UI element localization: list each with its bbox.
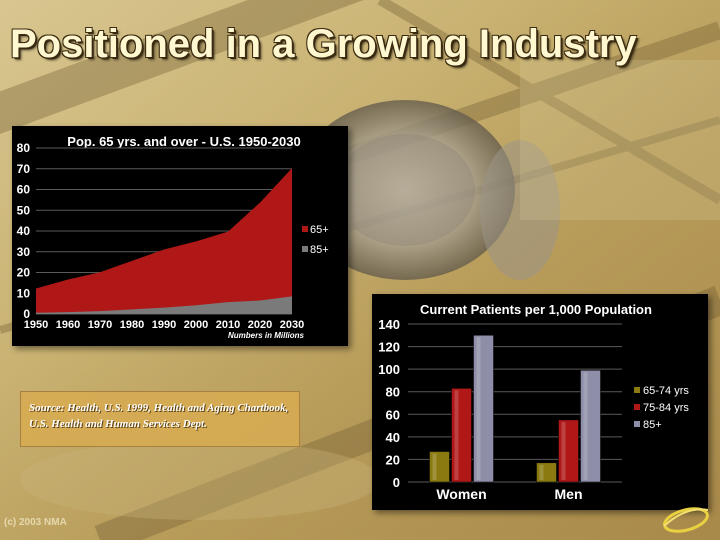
chart-title: Current Patients per 1,000 Population	[420, 302, 652, 317]
legend-label: 65+	[310, 224, 329, 236]
x-tick-label: 2030	[280, 319, 304, 331]
y-tick-label: 0	[393, 475, 400, 490]
x-tick-label: 1950	[24, 319, 48, 331]
y-tick-label: 40	[386, 430, 400, 445]
bar-men-1	[558, 419, 579, 483]
bar-women-2	[473, 335, 494, 483]
legend-swatch	[634, 387, 640, 393]
bar-women-0	[429, 451, 450, 483]
area-series-65plus	[36, 168, 292, 314]
y-tick-label: 80	[386, 385, 400, 400]
bar-women-1	[451, 388, 472, 483]
x-axis-label: Numbers in Millions	[228, 331, 305, 340]
legend-swatch	[302, 246, 308, 252]
y-tick-label: 70	[17, 162, 31, 176]
y-tick-label: 100	[378, 362, 400, 377]
y-tick-label: 140	[378, 317, 400, 332]
y-tick-label: 40	[17, 224, 31, 238]
x-tick-label: 1960	[56, 319, 80, 331]
x-tick-label: 1980	[120, 319, 144, 331]
source-note: Source: Health, U.S. 1999, Health and Ag…	[20, 391, 300, 447]
x-category-label: Women	[436, 486, 486, 502]
bar-highlight	[454, 390, 459, 480]
legend-label: 85+	[310, 244, 329, 256]
logo-swoosh-icon	[663, 507, 709, 533]
bar-men-2	[580, 370, 601, 483]
y-tick-label: 20	[17, 266, 31, 280]
patients-bar-chart: Current Patients per 1,000 Population 0 2…	[378, 302, 689, 502]
y-tick-label: 30	[17, 245, 31, 259]
y-tick-label: 20	[386, 452, 400, 467]
bar-highlight	[583, 372, 588, 480]
x-tick-label: 1970	[88, 319, 112, 331]
y-tick-label: 10	[17, 286, 31, 300]
legend-label: 75-84 yrs	[643, 402, 689, 414]
x-tick-label: 2000	[184, 319, 208, 331]
y-tick-label: 50	[17, 203, 31, 217]
y-tick-label: 80	[17, 141, 31, 155]
chart-title: Pop. 65 yrs. and over - U.S. 1950-2030	[67, 134, 300, 149]
x-tick-label: 1990	[152, 319, 176, 331]
legend-label: 85+	[643, 419, 662, 431]
legend-label: 65-74 yrs	[643, 385, 689, 397]
population-area-chart: Pop. 65 yrs. and over - U.S. 1950-2030 0…	[17, 134, 329, 340]
legend-swatch	[634, 404, 640, 410]
y-tick-label: 0	[23, 307, 30, 321]
legend-swatch	[302, 226, 308, 232]
y-tick-label: 120	[378, 340, 400, 355]
bar-men-0	[536, 462, 557, 483]
copyright-text: (c) 2003 NMA	[4, 517, 67, 528]
bar-chart-panel: Current Patients per 1,000 Population 0 2…	[372, 294, 708, 510]
x-tick-label: 2020	[248, 319, 272, 331]
bar-highlight	[476, 337, 481, 480]
y-tick-label: 60	[17, 183, 31, 197]
slide-title: Positioned in a Growing Industry	[10, 22, 637, 66]
x-category-label: Men	[555, 486, 583, 502]
bar-highlight	[561, 421, 566, 480]
bar-highlight	[432, 453, 437, 480]
area-chart-panel: Pop. 65 yrs. and over - U.S. 1950-2030 0…	[12, 126, 348, 346]
area-series-85plus	[36, 296, 292, 314]
y-tick-label: 60	[386, 407, 400, 422]
legend-swatch	[634, 421, 640, 427]
bar-highlight	[539, 464, 544, 480]
x-tick-label: 2010	[216, 319, 240, 331]
